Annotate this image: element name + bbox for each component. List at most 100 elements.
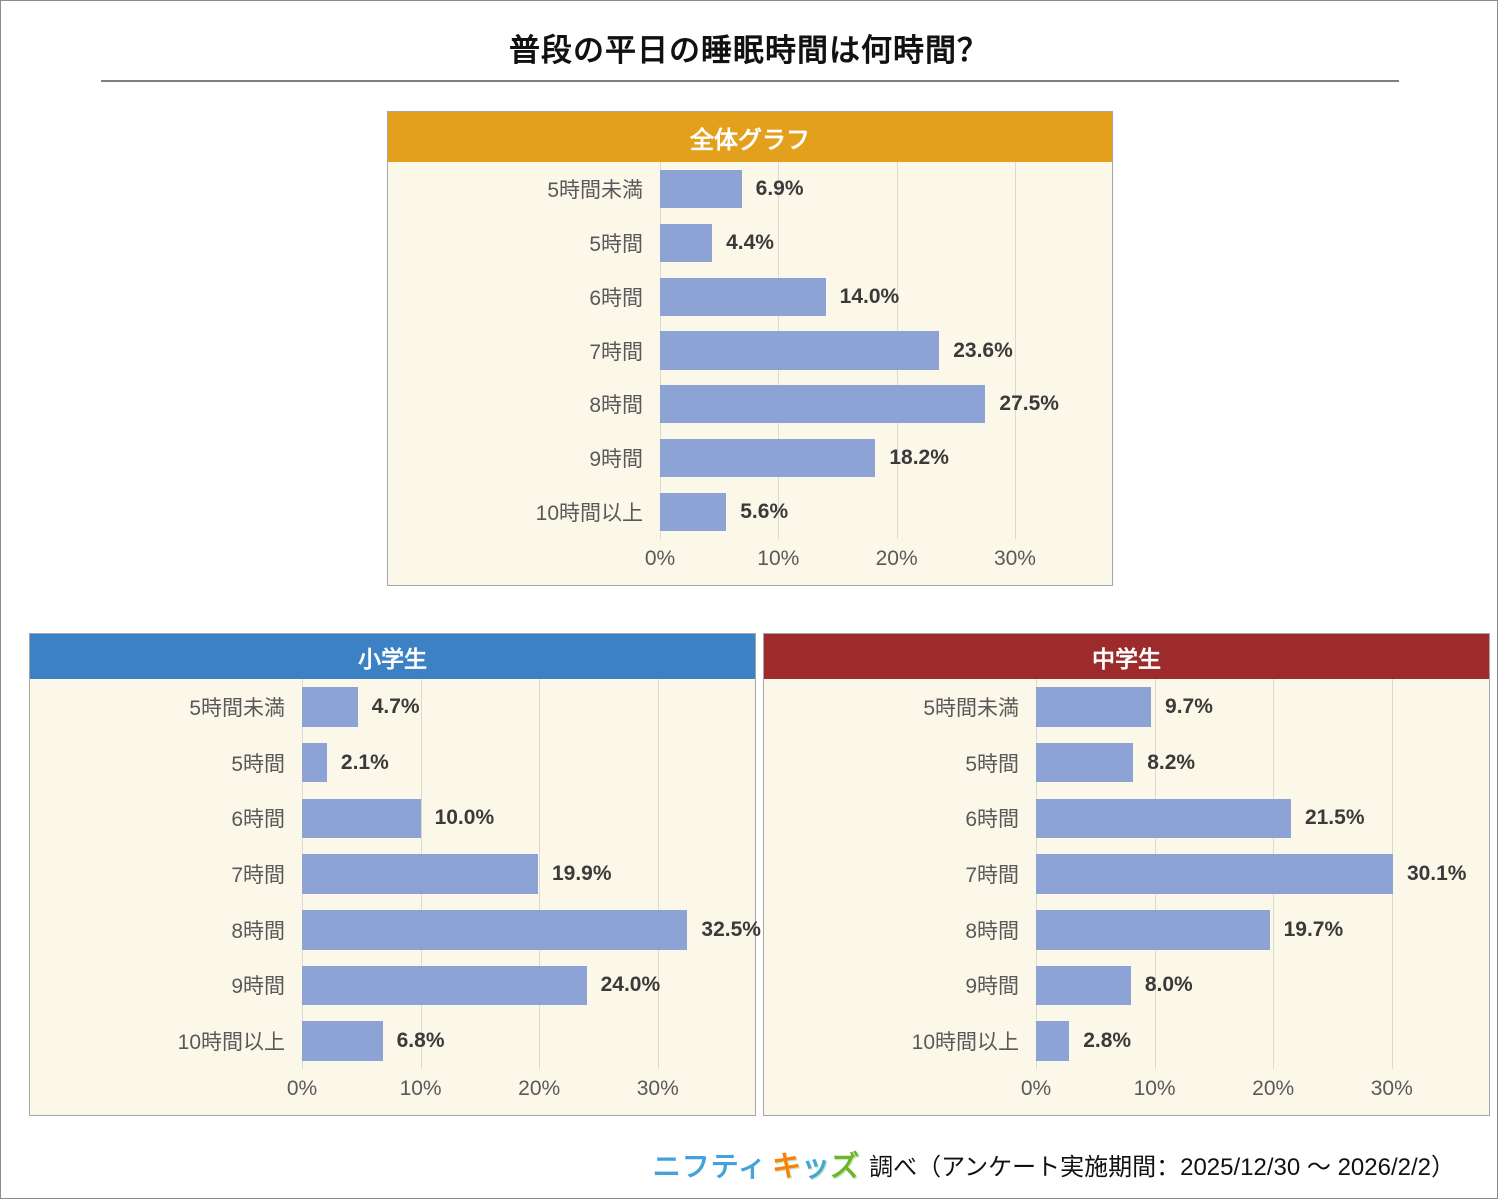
bar-track: 24.0%: [302, 958, 755, 1014]
category-label: 9時間: [589, 448, 643, 472]
value-label: 6.9%: [755, 176, 804, 200]
bar-track: 2.1%: [302, 735, 755, 791]
value-label: 23.6%: [953, 338, 1013, 362]
logo-kids-char: ッ: [801, 1151, 831, 1183]
category-label: 5時間未満: [547, 178, 643, 202]
bar-rows: 5時間未満 4.7% 5時間 2.1% 6時間 10.0% 7時間 19.9% 8時間 32.5%…: [30, 679, 761, 1069]
bar-rows: 5時間未満 9.7% 5時間 8.2% 6時間 21.5% 7時間 30.1% 8時間 19.7%…: [764, 679, 1489, 1069]
x-axis: 0% 10% 20% 30%: [287, 1069, 755, 1115]
bar-row: 5時間未満 9.7%: [764, 679, 1489, 735]
chart-overall-plot: 5時間未満 6.9% 5時間 4.4% 6時間 14.0% 7時間 23.6% 8時間 27.5%…: [388, 162, 1112, 585]
x-tick-label: 30%: [993, 547, 1036, 570]
bar-row: 5時間 4.4%: [388, 216, 1112, 270]
value-label: 8.0%: [1144, 973, 1193, 997]
chart-overall-header: 全体グラフ: [388, 112, 1112, 162]
x-tick-label: 10%: [1133, 1077, 1176, 1100]
bar-track: 10.0%: [302, 790, 755, 846]
chart-elementary-plot: 5時間未満 4.7% 5時間 2.1% 6時間 10.0% 7時間 19.9% 8時間 32.5%…: [30, 679, 761, 1115]
category-label: 7時間: [231, 864, 285, 888]
bar: [1036, 687, 1152, 727]
category-label: 8時間: [965, 919, 1019, 943]
bar-row: 10時間以上 6.8%: [30, 1013, 755, 1069]
value-label: 10.0%: [434, 806, 495, 830]
bar: [660, 439, 876, 478]
bar: [1036, 1021, 1070, 1061]
category-label: 6時間: [965, 808, 1019, 832]
survey-period-text: 調べ（アンケート実施期間：2025/12/30 ～ 2026/2/2）: [869, 1153, 1455, 1181]
category-label: 9時間: [965, 975, 1019, 999]
category-label: 8時間: [589, 394, 643, 418]
bar-track: 8.0%: [1036, 958, 1489, 1014]
value-label: 27.5%: [999, 392, 1059, 416]
x-tick-label: 20%: [518, 1077, 561, 1100]
bar: [660, 385, 986, 424]
bar-row: 7時間 19.9%: [30, 846, 755, 902]
bar-row: 9時間 18.2%: [388, 431, 1112, 485]
bar: [302, 742, 327, 783]
chart-overall: 全体グラフ 5時間未満 6.9% 5時間 4.4% 6時間 14.0% 7時間 23.6% 8時…: [387, 111, 1113, 586]
bar-track: 4.4%: [660, 216, 1112, 270]
value-label: 4.4%: [726, 230, 774, 254]
value-label: 2.8%: [1083, 1029, 1132, 1053]
bar: [660, 169, 742, 209]
bar-track: 6.8%: [302, 1013, 755, 1069]
bar-row: 9時間 8.0%: [764, 958, 1489, 1014]
page-title: 普段の平日の睡眠時間は何時間？: [509, 33, 989, 68]
value-label: 2.1%: [340, 750, 389, 774]
x-tick-label: 10%: [757, 547, 800, 570]
bar-row: 6時間 14.0%: [388, 270, 1112, 324]
value-label: 6.8%: [396, 1029, 445, 1053]
bar-row: 5時間未満 4.7%: [30, 679, 755, 735]
value-label: 5.6%: [740, 500, 789, 524]
bar-track: 5.6%: [660, 485, 1112, 539]
value-label: 32.5%: [701, 917, 761, 941]
x-tick-label: 0%: [1020, 1077, 1052, 1100]
bar-track: 4.7%: [302, 679, 755, 735]
bar-row: 7時間 30.1%: [764, 846, 1489, 902]
bar: [1036, 742, 1134, 783]
x-tick-label: 30%: [636, 1077, 679, 1100]
bar-row: 10時間以上 5.6%: [388, 485, 1112, 539]
category-label: 5時間: [589, 232, 643, 256]
category-label: 6時間: [589, 286, 643, 310]
bar-track: 6.9%: [660, 162, 1112, 216]
bar-row: 5時間未満 6.9%: [388, 162, 1112, 216]
chart-junior-high-title: 中学生: [1092, 645, 1161, 672]
x-axis: 0% 10% 20% 30%: [645, 539, 1112, 585]
value-label: 18.2%: [889, 446, 949, 470]
bar-track: 23.6%: [660, 324, 1112, 378]
title-underline: [101, 80, 1399, 82]
bar-rows: 5時間未満 6.9% 5時間 4.4% 6時間 14.0% 7時間 23.6% 8時間 27.5%…: [388, 162, 1112, 539]
category-label: 10時間以上: [911, 1031, 1019, 1055]
value-label: 9.7%: [1165, 694, 1213, 718]
value-label: 14.0%: [839, 284, 900, 308]
bar: [302, 1021, 383, 1061]
logo-kids-text: キッズ: [772, 1143, 859, 1185]
bar: [302, 854, 538, 894]
nifty-kids-logo: ニフティ キッズ: [653, 1143, 859, 1185]
category-label: 9時間: [231, 975, 285, 999]
chart-junior-high-plot: 5時間未満 9.7% 5時間 8.2% 6時間 21.5% 7時間 30.1% 8時間 19.7%…: [764, 679, 1489, 1115]
chart-junior-high: 中学生 5時間未満 9.7% 5時間 8.2% 6時間 21.5% 7時間 30.1% 8時間 1…: [763, 633, 1490, 1116]
value-label: 24.0%: [600, 973, 661, 997]
bar-row: 8時間 27.5%: [388, 377, 1112, 431]
category-label: 10時間以上: [177, 1031, 285, 1055]
value-label: 4.7%: [371, 694, 420, 718]
bar-track: 14.0%: [660, 270, 1112, 324]
category-label: 7時間: [965, 864, 1019, 888]
x-tick-label: 30%: [1370, 1077, 1413, 1100]
category-label: 5時間: [965, 752, 1019, 776]
bar-row: 8時間 32.5%: [30, 902, 761, 958]
bar-row: 5時間 2.1%: [30, 735, 755, 791]
chart-elementary-header: 小学生: [30, 634, 755, 679]
category-label: 5時間: [231, 752, 285, 776]
bar-track: 9.7%: [1036, 679, 1489, 735]
bar: [302, 798, 421, 839]
category-label: 6時間: [231, 808, 285, 832]
x-tick-label: 20%: [1252, 1077, 1295, 1100]
x-tick-label: 10%: [399, 1077, 442, 1100]
value-label: 19.9%: [551, 862, 612, 886]
x-tick-label: 20%: [875, 547, 918, 570]
bar: [1036, 854, 1393, 894]
